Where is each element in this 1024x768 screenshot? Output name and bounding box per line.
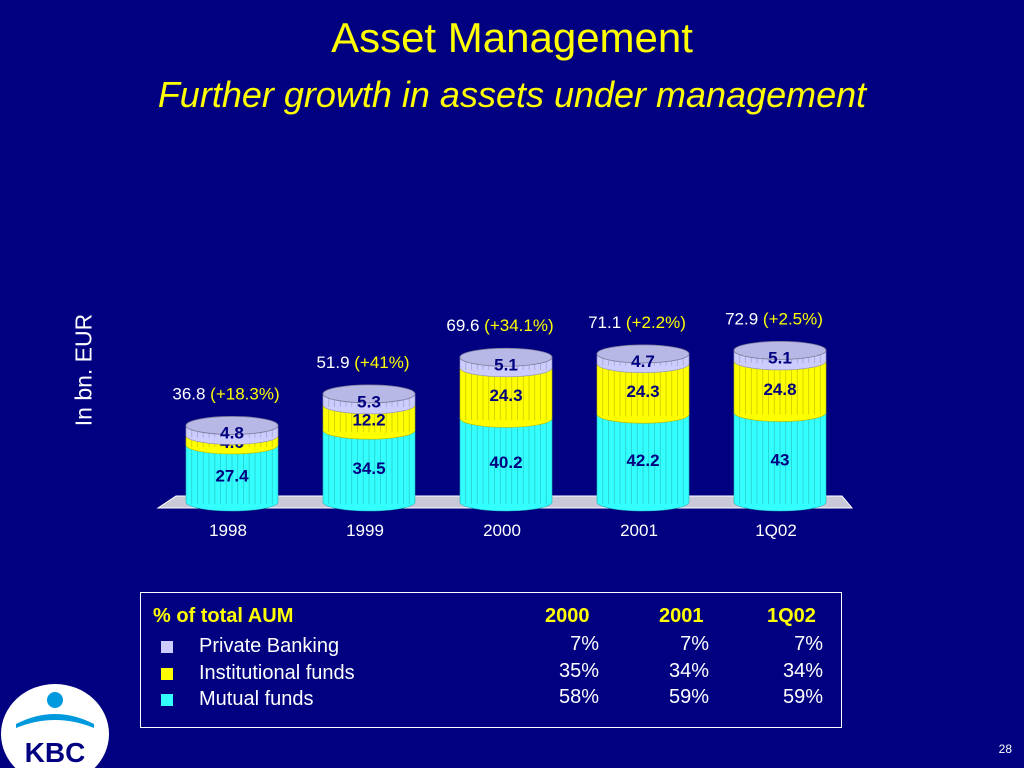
bar-segment-mutual-funds xyxy=(596,413,690,512)
data-label: 43 xyxy=(771,450,790,469)
x-tick-label: 1999 xyxy=(346,521,384,540)
table-col-1q02: 1Q02 xyxy=(767,605,816,627)
table-row-private-banking: Private Banking 7% 7% 7% xyxy=(141,633,841,659)
x-tick-label: 2001 xyxy=(620,521,658,540)
row-value: 7% xyxy=(794,633,823,655)
x-tick-label: 2000 xyxy=(483,521,521,540)
row-value: 7% xyxy=(680,633,709,655)
institutional-funds-swatch-icon xyxy=(161,668,173,680)
private-banking-swatch-icon xyxy=(161,641,173,653)
row-value: 35% xyxy=(558,660,599,682)
row-label: Mutual funds xyxy=(199,688,314,710)
bar-stack-1999: 34.5 12.25.3 51.9 (+41%) xyxy=(316,353,416,512)
data-label: 5.1 xyxy=(494,356,518,375)
page-number: 28 xyxy=(998,742,1012,756)
slide-subtitle: Further growth in assets under managemen… xyxy=(157,74,867,115)
row-label: Private Banking xyxy=(199,635,340,657)
x-tick-label: 1Q02 xyxy=(755,521,797,540)
bar-segment-private-banking xyxy=(596,344,690,373)
bar-stack-2001: 42.2 24.3 4.7 71.1 (+2.2%) xyxy=(588,313,690,512)
data-label: 5.3 xyxy=(357,392,381,411)
slide-title: Asset Management xyxy=(331,14,693,61)
total-label: 72.9 (+2.5%) xyxy=(725,309,823,328)
data-label: 34.5 xyxy=(352,459,385,478)
data-label: 40.2 xyxy=(489,453,522,472)
total-label: 71.1 (+2.2%) xyxy=(588,313,686,332)
bar-segment-private-banking xyxy=(733,340,827,371)
bar-segment-mutual-funds xyxy=(322,429,416,512)
bar-segment-institutional-funds xyxy=(596,363,690,424)
table-col-2001: 2001 xyxy=(659,605,704,627)
bar-segment-institutional-funds xyxy=(459,367,553,428)
bar-stack-1q02: 43 24.8 5.1 72.9 (+2.5%) xyxy=(725,309,827,512)
data-label: 5.1 xyxy=(768,349,792,368)
aum-percentage-table: % of total AUM 2000 2001 1Q02 Private Ba… xyxy=(140,592,842,728)
data-label: 27.4 xyxy=(215,467,249,486)
total-label: 69.6 (+34.1%) xyxy=(446,316,553,335)
stacked-bar-chart: 27.44.64.836.8 (+18.3%)199834.512.25.351… xyxy=(156,309,854,540)
data-label: 24.8 xyxy=(763,380,796,399)
mutual-funds-swatch-icon xyxy=(161,694,173,706)
row-value: 59% xyxy=(668,686,709,708)
kbc-logo-icon: KBC xyxy=(1,684,109,768)
bar-segment-private-banking xyxy=(322,384,416,415)
logo-text: KBC xyxy=(25,737,86,768)
data-label: 4.7 xyxy=(631,352,655,371)
table-col-2000: 2000 xyxy=(545,605,590,627)
table-row-mutual-funds: Mutual funds 58% 59% 59% xyxy=(141,686,841,712)
bar-segment-institutional-funds xyxy=(733,360,827,422)
bar-segment-mutual-funds xyxy=(185,444,279,512)
data-label: 12.2 xyxy=(352,411,385,430)
bar-segment-mutual-funds xyxy=(733,412,827,512)
bar-segment-mutual-funds xyxy=(459,418,553,512)
total-label: 51.9 (+41%) xyxy=(316,353,409,372)
bar-stack-2000: 40.2 24.3 5.1 69.6 (+34.1%) xyxy=(446,316,554,512)
row-label: Institutional funds xyxy=(199,662,355,684)
table-row-institutional-funds: Institutional funds 35% 34% 34% xyxy=(141,660,841,686)
row-value: 34% xyxy=(782,660,823,682)
bar-segment-private-banking xyxy=(185,416,279,445)
total-label: 36.8 (+18.3%) xyxy=(172,384,279,403)
data-label: 24.3 xyxy=(489,386,522,405)
bar-segment-private-banking xyxy=(459,347,553,378)
data-label: 4.8 xyxy=(220,423,244,442)
table-header: % of total AUM xyxy=(153,605,294,627)
bar-segment-institutional-funds xyxy=(322,404,416,440)
data-label: 24.3 xyxy=(626,382,659,401)
row-value: 34% xyxy=(668,660,709,682)
row-value: 7% xyxy=(570,633,599,655)
x-tick-label: 1998 xyxy=(209,521,247,540)
bar-stack-1998: 27.44.64.836.8 (+18.3%) xyxy=(172,384,280,512)
row-value: 58% xyxy=(558,686,599,708)
row-value: 59% xyxy=(782,686,823,708)
data-label: 42.2 xyxy=(626,451,659,470)
